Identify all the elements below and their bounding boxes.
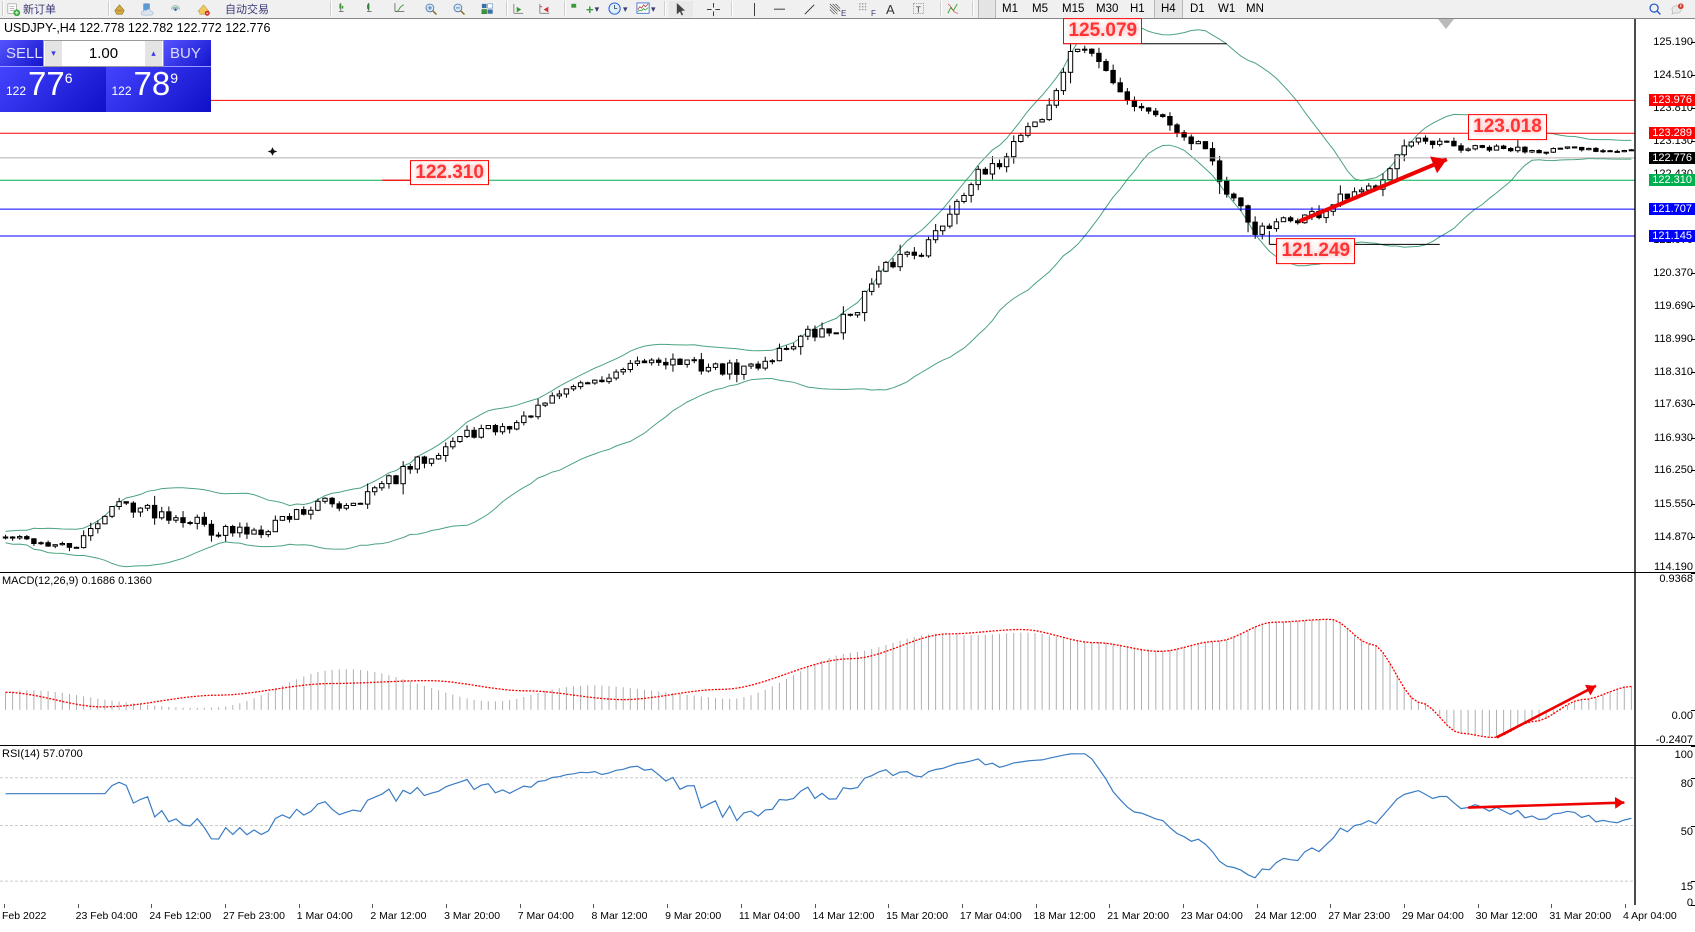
svg-text:T: T bbox=[916, 4, 921, 14]
